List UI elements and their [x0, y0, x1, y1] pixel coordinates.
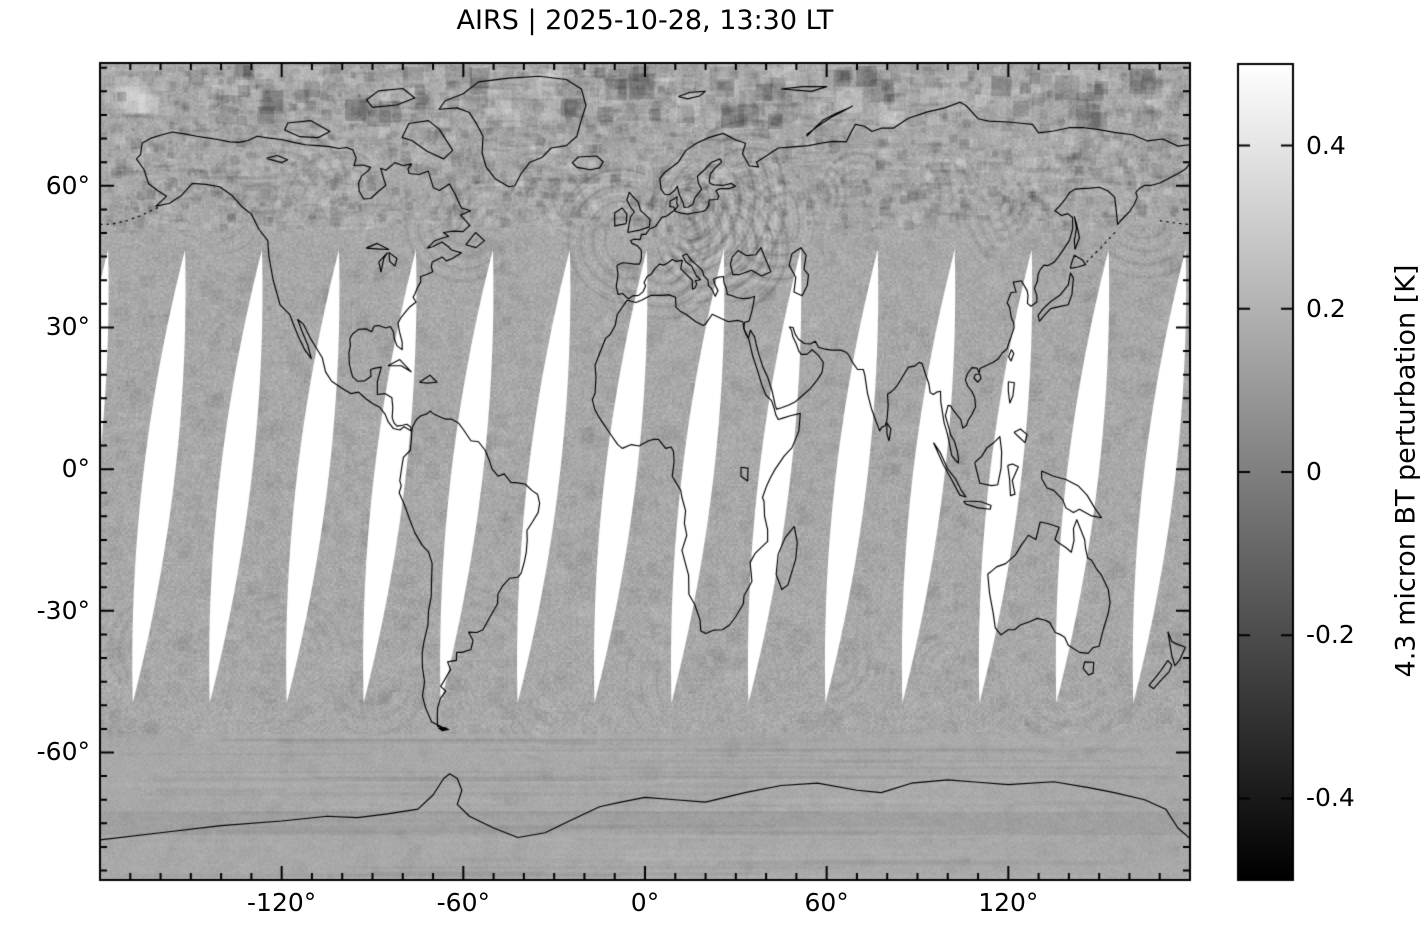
y-tick-label: 60°: [45, 170, 90, 200]
y-tick-label: -30°: [36, 595, 90, 625]
colorbar-tick-label: 0.2: [1306, 293, 1346, 323]
y-tick-label: 30°: [45, 312, 90, 342]
colorbar-tick-label: 0: [1306, 457, 1322, 486]
x-tick-label: -120°: [247, 888, 317, 917]
figure-title: AIRS | 2025-10-28, 13:30 LT: [456, 5, 834, 36]
colorbar-tick-label: -0.2: [1306, 620, 1355, 650]
y-tick-label: -60°: [36, 737, 90, 767]
colorbar-tick-label: 0.4: [1306, 130, 1346, 160]
x-tick-label: 60°: [804, 888, 849, 917]
colorbar-tick-label: -0.4: [1306, 783, 1355, 813]
y-tick-label: 0°: [61, 454, 90, 484]
colorbar-axis-label: 4.3 micron BT perturbation [K]: [1390, 264, 1422, 678]
x-tick-label: 0°: [630, 888, 660, 917]
x-tick-label: 120°: [978, 888, 1039, 917]
x-tick-label: -60°: [436, 888, 490, 917]
